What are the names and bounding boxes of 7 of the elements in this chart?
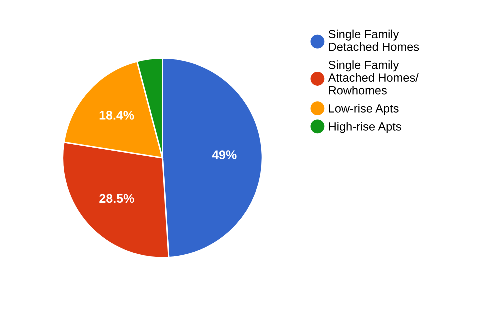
legend-label: High-rise Apts (329, 122, 402, 134)
legend-label: Low-rise Apts (329, 104, 399, 116)
data-label: 49% (212, 150, 237, 160)
legend-label: Single Family Detached Homes (328, 30, 420, 52)
legend-label: Single Family Attached Homes/ Rowhomes (328, 60, 419, 95)
data-label: 18.4% (100, 111, 134, 120)
data-label: 28.5% (100, 194, 134, 204)
